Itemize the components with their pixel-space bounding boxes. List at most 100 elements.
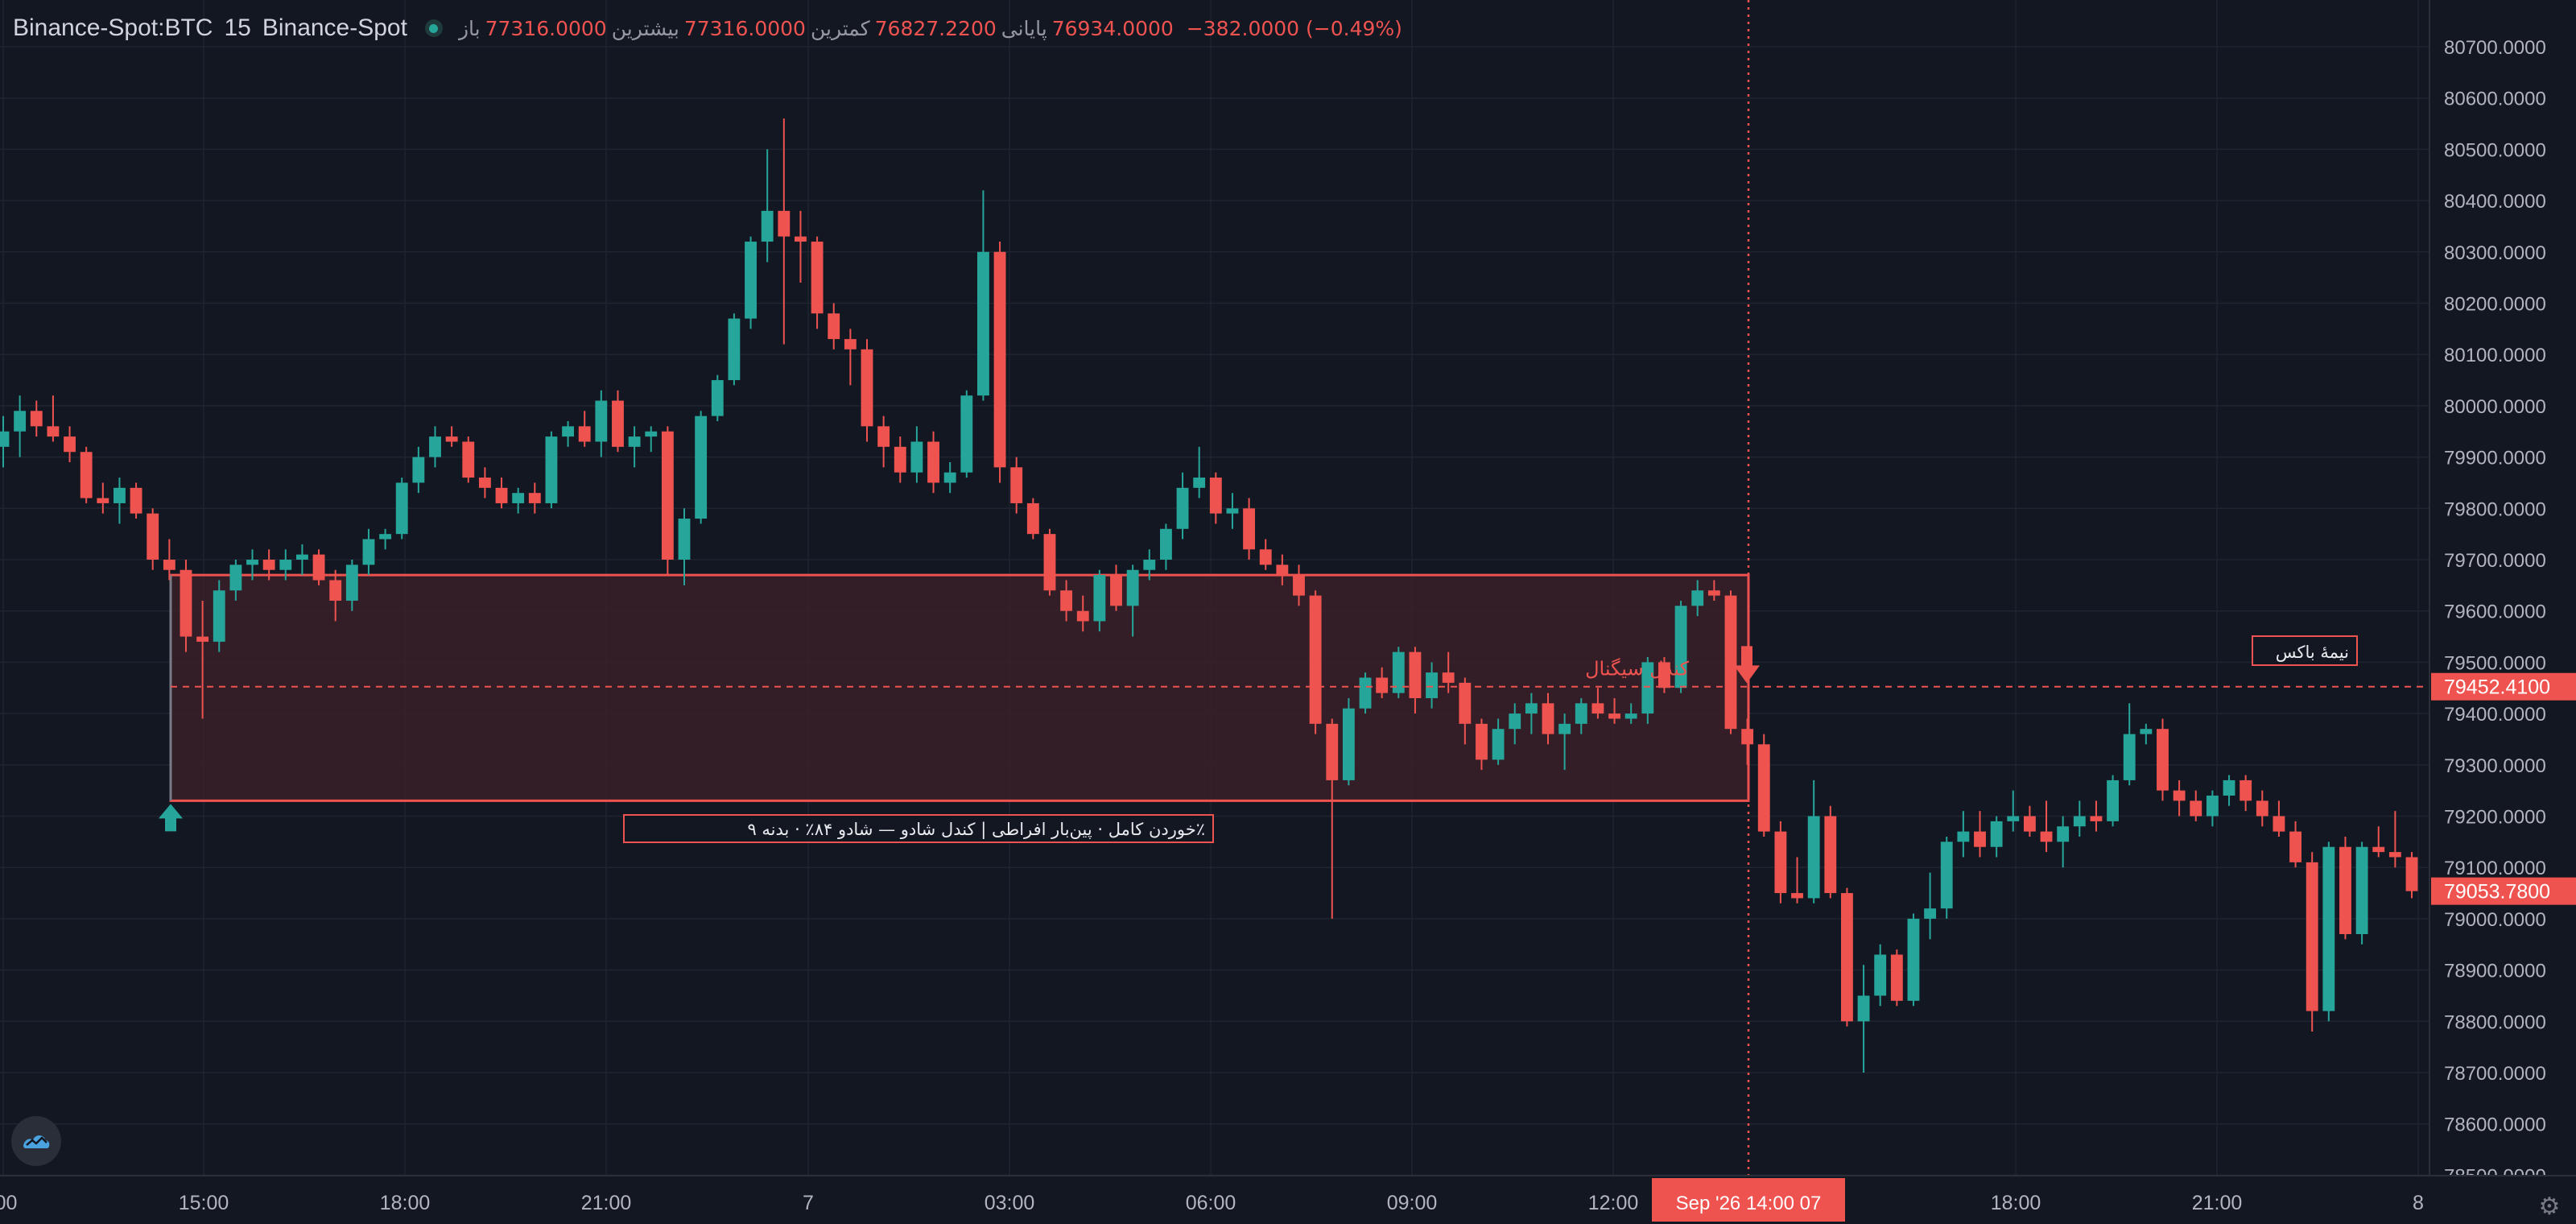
candle-body xyxy=(960,395,973,473)
candle-body xyxy=(545,436,558,503)
candle xyxy=(1209,472,1222,524)
price-tick-label: 79800.0000 xyxy=(2444,498,2546,520)
candle-body xyxy=(2140,729,2153,734)
candle xyxy=(495,478,508,509)
candle-body xyxy=(329,580,342,601)
candle-body xyxy=(1409,651,1422,698)
candle-body xyxy=(1326,723,1339,780)
high-value: 77316.0000 xyxy=(683,16,806,40)
candle-body xyxy=(2057,826,2070,842)
candle-body xyxy=(279,560,292,570)
candle-body xyxy=(2240,779,2252,801)
candle xyxy=(1674,600,1687,693)
candle-body xyxy=(977,251,989,396)
candle xyxy=(977,190,989,401)
candle xyxy=(2090,800,2103,832)
candle-body xyxy=(229,564,242,591)
candle xyxy=(2023,805,2036,837)
candle xyxy=(147,508,159,570)
candle-body xyxy=(1509,713,1521,730)
half-box-frame xyxy=(2252,635,2358,666)
candle xyxy=(1757,734,1770,837)
candle xyxy=(512,487,525,514)
price-tick-label: 78700.0000 xyxy=(2444,1063,2546,1085)
price-tick-label: 80400.0000 xyxy=(2444,191,2546,213)
candle xyxy=(445,426,458,447)
candle-body xyxy=(1392,651,1405,693)
candle xyxy=(545,431,558,509)
half-box-label-box: نیمهٔ باکس xyxy=(2252,635,2358,666)
candle xyxy=(1575,697,1587,734)
candle-body xyxy=(795,236,807,242)
candle-body xyxy=(943,472,956,483)
candle-body xyxy=(1110,575,1122,606)
candle-body xyxy=(64,436,76,453)
candle-body xyxy=(745,242,757,319)
candle xyxy=(1509,703,1521,745)
candle xyxy=(1309,590,1322,734)
candle-body xyxy=(1193,478,1206,488)
candle-body xyxy=(1591,703,1604,714)
symbol-label[interactable]: Binance-Spot:BTC xyxy=(13,14,213,41)
candle-body xyxy=(1774,831,1787,894)
candle xyxy=(2355,842,2368,945)
change-value: −382.0000 (−0.49%) xyxy=(1186,16,1402,40)
candle-body xyxy=(595,400,608,442)
breakout-zone-box xyxy=(169,573,1750,802)
candle xyxy=(745,236,757,329)
sell-arrow-icon xyxy=(1734,646,1760,684)
time-tick-label: 21:00 xyxy=(2192,1192,2243,1214)
candle-body xyxy=(828,313,840,340)
candle xyxy=(196,600,209,719)
candle xyxy=(1824,805,1837,899)
candle xyxy=(1176,472,1189,540)
candle xyxy=(1376,667,1389,698)
candle xyxy=(828,303,840,349)
candle-body xyxy=(1043,534,1056,591)
settings-gear-icon[interactable]: ⚙ xyxy=(2538,1193,2561,1221)
candle xyxy=(861,339,873,442)
candle xyxy=(229,560,242,601)
candle xyxy=(2157,718,2169,801)
chart-logo-icon[interactable] xyxy=(11,1116,61,1166)
candle xyxy=(2057,816,2070,868)
price-tick-label: 78600.0000 xyxy=(2444,1114,2546,1136)
candle-body xyxy=(877,426,890,447)
candle xyxy=(1791,857,1803,904)
candle-body xyxy=(2040,831,2053,842)
candle-body xyxy=(528,493,541,503)
candle xyxy=(844,329,857,386)
candle xyxy=(1558,713,1571,771)
candle xyxy=(30,400,43,437)
candle xyxy=(645,426,658,453)
candle-body xyxy=(1974,831,1986,847)
candle xyxy=(877,416,890,468)
candle xyxy=(1525,693,1538,734)
candle xyxy=(795,210,807,283)
candle-body xyxy=(1957,831,1970,842)
candle-body xyxy=(262,560,275,570)
time-tick-label: 18:00 xyxy=(380,1192,431,1214)
time-tick-label: 06:00 xyxy=(1186,1192,1236,1214)
candle-body xyxy=(1542,703,1554,734)
candle-body xyxy=(1840,893,1853,1022)
candle-body xyxy=(30,411,43,427)
interval-label[interactable]: 15 xyxy=(224,14,251,41)
candle-body xyxy=(1890,954,1903,1001)
candle xyxy=(1774,821,1787,904)
candle-body xyxy=(1342,708,1355,780)
candle xyxy=(1010,457,1023,514)
crosshair-time-bg xyxy=(1652,1178,1845,1222)
candle-body xyxy=(1791,893,1803,899)
time-tick-label: 21:00 xyxy=(581,1192,632,1214)
candle-body xyxy=(462,441,475,478)
candle-body xyxy=(1525,703,1538,714)
candle-body xyxy=(429,436,441,457)
candle-body xyxy=(395,482,408,535)
candle xyxy=(2405,852,2418,899)
candle xyxy=(1110,564,1122,611)
time-tick-label: 12:00 xyxy=(1588,1192,1639,1214)
candle-body xyxy=(1209,478,1222,514)
candle-body xyxy=(213,590,225,642)
